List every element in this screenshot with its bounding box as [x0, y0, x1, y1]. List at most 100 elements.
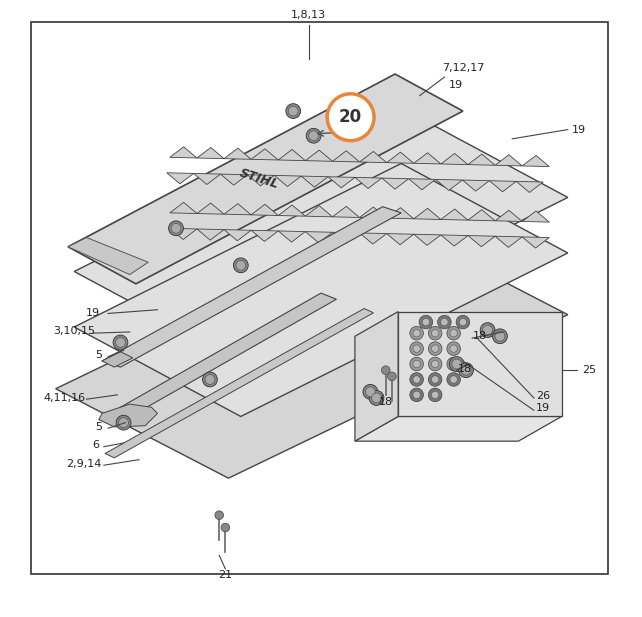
Polygon shape — [333, 206, 360, 218]
Polygon shape — [489, 181, 516, 192]
Circle shape — [428, 357, 442, 371]
Circle shape — [413, 391, 421, 399]
Circle shape — [438, 315, 451, 329]
Polygon shape — [170, 147, 197, 158]
Circle shape — [447, 373, 460, 386]
Text: STIHL: STIHL — [238, 166, 281, 191]
Circle shape — [413, 360, 421, 368]
Circle shape — [410, 326, 424, 340]
Polygon shape — [414, 234, 441, 246]
Polygon shape — [224, 230, 251, 241]
Text: 6: 6 — [92, 441, 100, 450]
Circle shape — [461, 365, 471, 375]
Polygon shape — [360, 151, 386, 163]
Polygon shape — [251, 149, 278, 160]
Text: 5: 5 — [96, 422, 102, 432]
Circle shape — [431, 345, 439, 352]
Circle shape — [447, 357, 460, 371]
Circle shape — [419, 315, 433, 329]
Circle shape — [309, 131, 318, 141]
Circle shape — [428, 373, 442, 386]
Polygon shape — [197, 203, 224, 214]
Polygon shape — [495, 210, 522, 222]
Text: 19: 19 — [536, 404, 550, 413]
Polygon shape — [516, 181, 543, 193]
Text: 3,10,15: 3,10,15 — [53, 326, 95, 336]
Text: 4,11,16: 4,11,16 — [44, 393, 86, 403]
Circle shape — [327, 94, 374, 141]
Polygon shape — [99, 293, 336, 426]
Polygon shape — [386, 152, 414, 164]
Text: 19: 19 — [572, 125, 586, 135]
Text: 7,12,17: 7,12,17 — [442, 63, 484, 73]
Circle shape — [440, 318, 448, 326]
Polygon shape — [274, 175, 301, 186]
Text: 5: 5 — [96, 350, 102, 360]
Circle shape — [288, 106, 298, 116]
Circle shape — [428, 342, 442, 355]
Polygon shape — [251, 204, 278, 215]
Text: 25: 25 — [582, 365, 596, 375]
Circle shape — [456, 315, 470, 329]
Circle shape — [431, 360, 439, 368]
Polygon shape — [306, 231, 333, 242]
Circle shape — [205, 375, 215, 384]
Polygon shape — [68, 238, 148, 275]
Polygon shape — [99, 404, 157, 427]
Circle shape — [215, 511, 223, 520]
Circle shape — [334, 122, 345, 131]
Polygon shape — [441, 154, 468, 165]
Circle shape — [116, 337, 125, 347]
Circle shape — [413, 376, 421, 383]
Polygon shape — [386, 234, 414, 245]
Polygon shape — [74, 164, 568, 416]
Circle shape — [413, 345, 421, 352]
Polygon shape — [409, 179, 435, 190]
Circle shape — [171, 223, 181, 233]
Circle shape — [447, 326, 460, 340]
Text: 2,9,14: 2,9,14 — [65, 459, 101, 469]
Polygon shape — [355, 178, 382, 188]
Circle shape — [381, 366, 390, 375]
Circle shape — [286, 104, 300, 118]
Circle shape — [431, 391, 439, 399]
Polygon shape — [333, 151, 360, 162]
Polygon shape — [197, 147, 224, 159]
Circle shape — [116, 415, 131, 430]
Circle shape — [422, 318, 429, 326]
Circle shape — [306, 128, 321, 143]
Circle shape — [413, 329, 421, 337]
Polygon shape — [441, 235, 468, 246]
Polygon shape — [68, 74, 463, 284]
Circle shape — [447, 342, 460, 355]
Polygon shape — [306, 205, 333, 217]
Circle shape — [458, 363, 473, 378]
Polygon shape — [414, 209, 441, 220]
Circle shape — [452, 359, 462, 369]
Polygon shape — [224, 148, 251, 159]
Polygon shape — [278, 205, 306, 216]
Polygon shape — [194, 173, 220, 184]
Polygon shape — [360, 207, 386, 218]
Circle shape — [495, 331, 505, 341]
Circle shape — [459, 318, 467, 326]
Polygon shape — [224, 204, 251, 215]
Circle shape — [363, 384, 377, 399]
Polygon shape — [468, 210, 495, 221]
Circle shape — [202, 372, 218, 387]
Polygon shape — [462, 180, 489, 191]
Circle shape — [388, 372, 396, 381]
Circle shape — [169, 221, 184, 236]
Circle shape — [450, 360, 457, 368]
Circle shape — [431, 329, 439, 337]
Polygon shape — [522, 155, 550, 167]
Polygon shape — [251, 230, 278, 241]
Polygon shape — [382, 178, 409, 189]
Polygon shape — [495, 155, 522, 166]
Circle shape — [450, 329, 457, 337]
Text: 19: 19 — [449, 80, 463, 90]
Polygon shape — [102, 207, 401, 367]
Polygon shape — [56, 225, 568, 478]
Polygon shape — [328, 176, 355, 188]
FancyBboxPatch shape — [31, 22, 608, 574]
